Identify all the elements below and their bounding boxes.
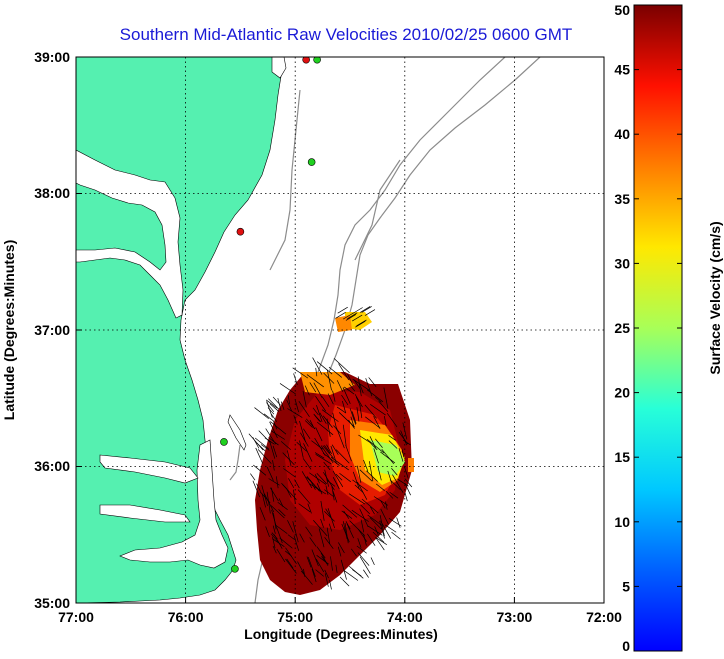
x-tick-label: 73:00: [496, 609, 532, 625]
x-tick-label: 72:00: [586, 609, 622, 625]
radar-station-marker: [231, 565, 239, 573]
x-axis-label: Longitude (Degrees:Minutes): [244, 626, 438, 642]
y-tick-label: 37:00: [34, 322, 70, 338]
plot-area: [76, 57, 604, 603]
colorbar-tick-label: 50: [614, 2, 630, 18]
colorbar-tick-label: 15: [614, 449, 630, 465]
grid-lines: [76, 57, 604, 603]
velocity-arrows: [248, 306, 413, 590]
delaware-bay: [271, 57, 287, 79]
radar-station-marker: [302, 57, 310, 64]
x-tick-label: 74:00: [387, 609, 423, 625]
colorbar: 0 5 10 15 20 25 30 35 40 45 50 Surface Velocity (c…: [614, 2, 723, 654]
y-tick-label: 35:00: [34, 595, 70, 611]
y-axis: 39:00 38:00 37:00 36:00 35:00 Latitude (…: [1, 49, 82, 611]
radar-station-marker: [313, 57, 321, 64]
map-title: Southern Mid-Atlantic Raw Velocities 201…: [120, 25, 573, 44]
colorbar-tick-label: 0: [622, 638, 630, 654]
radar-station-marker: [236, 227, 245, 236]
colorbar-tick-label: 30: [614, 255, 630, 271]
x-tick-label: 77:00: [58, 609, 94, 625]
station-markers: [220, 57, 321, 573]
y-tick-label: 38:00: [34, 185, 70, 201]
colorbar-tick-label: 20: [614, 385, 630, 401]
y-tick-label: 39:00: [34, 49, 70, 65]
x-axis: 77:00 76:00 75:00 74:00 73:00 72:00 Long…: [58, 597, 622, 642]
colorbar-label: Surface Velocity (cm/s): [707, 221, 723, 374]
chesapeake-bay: [76, 149, 184, 319]
colorbar-tick-label: 35: [614, 191, 630, 207]
colorbar-tick-label: 40: [614, 126, 630, 142]
pamlico-sound: [119, 439, 229, 569]
radar-station-marker: [307, 158, 316, 166]
colorbar-gradient: [633, 4, 683, 652]
y-tick-label: 36:00: [34, 458, 70, 474]
colorbar-tick-label: 10: [614, 514, 630, 530]
x-tick-label: 75:00: [277, 609, 313, 625]
y-axis-label: Latitude (Degrees:Minutes): [1, 240, 17, 420]
colorbar-tick-label: 45: [614, 62, 630, 78]
colorbar-tick-label: 5: [622, 578, 630, 594]
colorbar-tick-label: 25: [614, 320, 630, 336]
radar-station-marker: [220, 438, 228, 446]
x-tick-label: 76:00: [168, 609, 204, 625]
